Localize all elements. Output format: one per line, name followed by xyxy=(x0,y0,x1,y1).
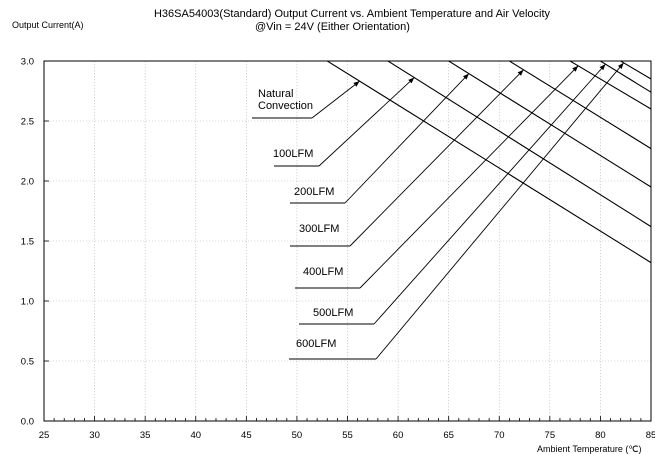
y-tick-label: 0.0 xyxy=(21,417,34,428)
y-tick-label: 0.5 xyxy=(21,357,34,368)
y-tick-label: 1.0 xyxy=(21,297,34,308)
x-tick-label: 30 xyxy=(89,430,100,441)
arrowhead xyxy=(353,81,360,87)
y-tick-label: 1.5 xyxy=(21,237,34,248)
y-tick-label: 2.5 xyxy=(21,117,34,128)
y-tick-label: 2.0 xyxy=(21,177,34,188)
series-label: 300LFM xyxy=(299,223,339,235)
chart-title: H36SA54003(Standard) Output Current vs. … xyxy=(154,8,551,20)
x-tick-label: 50 xyxy=(292,430,303,441)
series-label: Convection xyxy=(258,100,313,112)
leader-line xyxy=(349,69,524,247)
leader-line xyxy=(344,73,470,204)
x-tick-label: 25 xyxy=(39,430,50,441)
x-tick-label: 80 xyxy=(595,430,606,441)
x-tick-label: 45 xyxy=(241,430,252,441)
arrowhead xyxy=(517,69,524,76)
x-axis-label: Ambient Temperature (℃) xyxy=(537,444,641,454)
leader-line xyxy=(311,80,360,119)
series-lines xyxy=(44,60,652,264)
x-tick-label: 65 xyxy=(443,430,454,441)
leader-line xyxy=(373,63,606,325)
x-tick-label: 35 xyxy=(140,430,151,441)
chart-subtitle: @Vin = 24V (Either Orientation) xyxy=(255,21,410,33)
series-label: 200LFM xyxy=(294,186,334,198)
series-line xyxy=(44,60,652,80)
series-label: 500LFM xyxy=(313,307,353,319)
x-tick-label: 55 xyxy=(342,430,353,441)
arrowhead xyxy=(463,73,469,80)
arrowhead xyxy=(408,77,415,84)
leader-line xyxy=(375,62,625,360)
leader-line xyxy=(359,65,579,289)
y-axis-label: Output Current(A) xyxy=(12,20,84,30)
arrowhead xyxy=(599,64,606,71)
axes: 25 30 35 40 45 50 55 60 65 70 75 80 85 0.0 0.5 1.0 1.5 2.… xyxy=(21,57,655,442)
x-tick-label: 70 xyxy=(494,430,505,441)
x-tick-label: 85 xyxy=(646,430,655,441)
series-label: Natural xyxy=(258,88,293,100)
series-label: 400LFM xyxy=(303,266,343,278)
series-label: 100LFM xyxy=(273,148,313,160)
x-tick-label: 60 xyxy=(393,430,404,441)
leader-line xyxy=(318,77,415,167)
x-tick-label: 75 xyxy=(545,430,556,441)
arrowhead xyxy=(617,62,624,69)
y-tick-label: 3.0 xyxy=(21,57,34,68)
series-label: 600LFM xyxy=(296,338,336,350)
x-tick-label: 40 xyxy=(190,430,201,441)
arrowhead xyxy=(572,65,579,72)
